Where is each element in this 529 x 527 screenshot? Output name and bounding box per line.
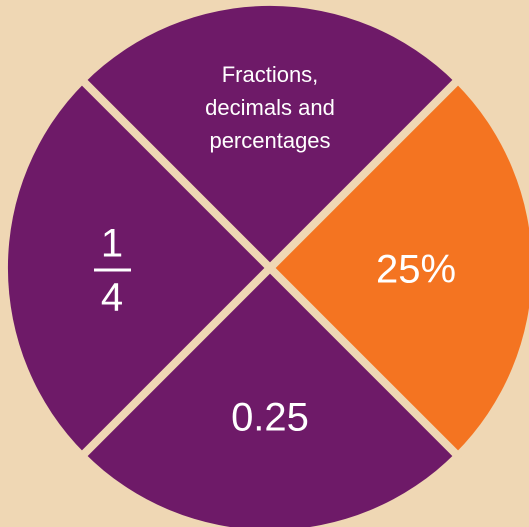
title-line: decimals and [205,95,335,120]
percentage-label: 25% [376,248,456,292]
divider [77,75,463,461]
title-line: Fractions, [222,62,319,87]
bottom-segment [84,268,456,527]
left-segment [7,82,270,454]
fraction-numerator: 1 [101,222,123,266]
decimal-label: 0.25 [231,396,309,440]
fraction-denominator: 4 [101,276,123,320]
top-segment [84,5,456,268]
right-segment [270,82,529,454]
title-line: percentages [209,128,330,153]
